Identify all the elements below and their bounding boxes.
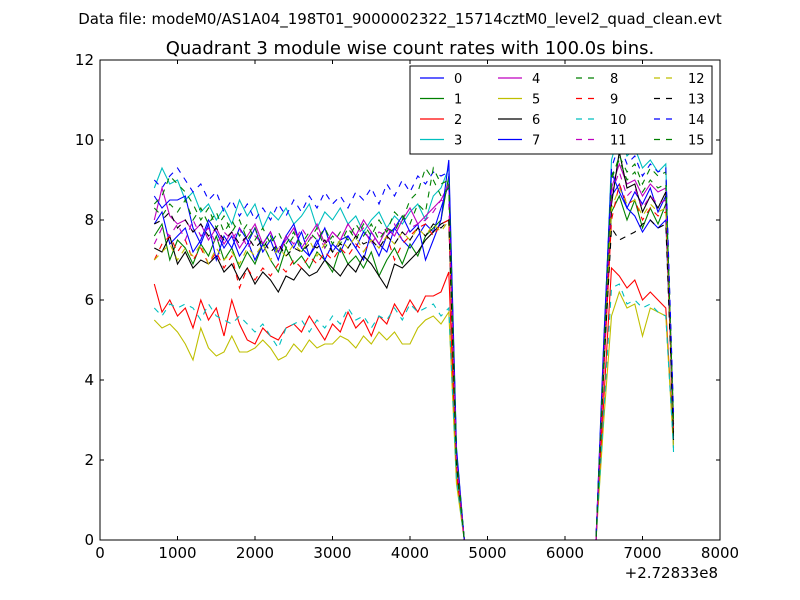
series-line-11 (153, 170, 675, 540)
legend-label-15: 15 (688, 134, 705, 149)
chart-title: Quadrant 3 module wise count rates with … (166, 38, 655, 59)
data-file-suptitle: Data file: modeM0/AS1A04_198T01_90000023… (78, 10, 722, 29)
y-tick-label: 4 (84, 371, 94, 389)
series-line-1 (153, 175, 675, 540)
plot-frame (99, 59, 721, 541)
x-tick-label: 8000 (701, 544, 739, 562)
legend-label-8: 8 (610, 72, 618, 87)
x-tick-label: 2000 (236, 544, 274, 562)
legend-label-9: 9 (610, 93, 618, 108)
legend-label-0: 0 (454, 72, 462, 87)
x-tick-label: 0 (95, 544, 105, 562)
legend-label-13: 13 (688, 93, 705, 108)
series-line-2 (153, 266, 675, 540)
series-line-8 (153, 154, 675, 540)
legend-label-6: 6 (532, 113, 540, 128)
legend-label-3: 3 (454, 134, 462, 149)
x-tick-label: 3000 (313, 544, 351, 562)
legend-box (409, 65, 713, 155)
legend-label-10: 10 (610, 113, 627, 128)
y-tick-label: 0 (84, 531, 94, 549)
x-tick-label: 4000 (391, 544, 429, 562)
legend-label-2: 2 (454, 113, 462, 128)
y-tick-label: 12 (75, 51, 94, 69)
series-line-3 (153, 130, 675, 540)
legend-label-1: 1 (454, 93, 462, 108)
legend-label-14: 14 (688, 113, 705, 128)
x-tick-label: 5000 (468, 544, 506, 562)
y-tick-label: 6 (84, 291, 94, 309)
series-line-6 (154, 151, 675, 540)
x-tick-label: 7000 (623, 544, 661, 562)
x-tick-label: 6000 (546, 544, 584, 562)
x-tick-label: 1000 (158, 544, 196, 562)
series-line-5 (153, 290, 675, 540)
series-line-0 (153, 182, 675, 540)
series-layer (153, 130, 675, 540)
legend-label-4: 4 (532, 72, 540, 87)
y-tick-label: 10 (75, 131, 94, 149)
x-offset-label: +2.72833e8 (625, 564, 718, 582)
y-tick-label: 8 (84, 211, 94, 229)
series-line-12 (153, 186, 675, 540)
series-line-13 (154, 211, 675, 540)
series-line-14 (153, 142, 675, 540)
legend-label-11: 11 (610, 134, 627, 149)
legend-label-12: 12 (688, 72, 705, 87)
legend-label-5: 5 (532, 93, 540, 108)
legend-label-7: 7 (532, 134, 540, 149)
series-line-9 (153, 182, 675, 540)
series-line-10 (153, 283, 675, 540)
axis-ticks: 0 1000 2000 3000 4000 5000 6000 7000 80000246810… (75, 51, 739, 562)
series-line-4 (153, 162, 675, 540)
y-tick-label: 2 (84, 451, 94, 469)
